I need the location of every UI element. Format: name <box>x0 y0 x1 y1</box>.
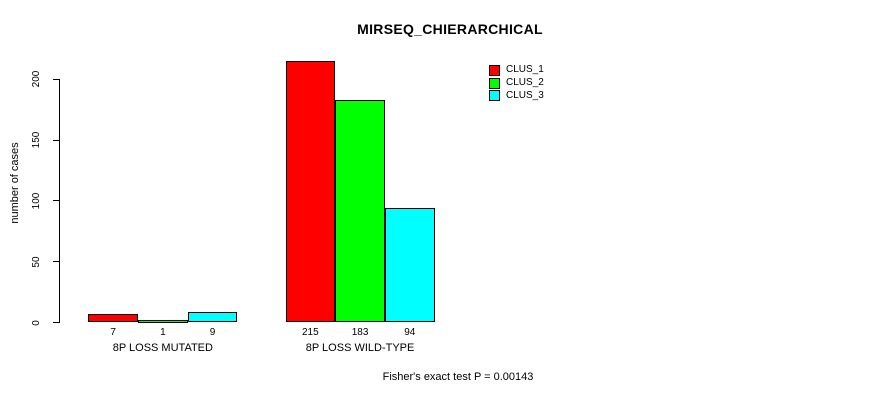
category-label: 8P LOSS WILD-TYPE <box>305 341 415 354</box>
y-axis-line <box>59 79 60 323</box>
bar-value-label: 215 <box>302 326 319 338</box>
bar-clus_2 <box>138 320 188 323</box>
y-tick <box>53 139 59 141</box>
legend-swatch-clus_1 <box>489 64 500 76</box>
y-tick-label: 0 <box>31 319 42 326</box>
bar-clus_3 <box>384 208 435 323</box>
category-label: 8P LOSS MUTATED <box>112 341 213 354</box>
legend-item: CLUS_2 <box>489 77 544 90</box>
y-tick <box>53 261 59 263</box>
y-tick <box>53 78 59 80</box>
legend-label: CLUS_2 <box>506 77 544 89</box>
bar-clus_3 <box>187 311 238 323</box>
bar-value-label: 1 <box>160 326 166 338</box>
legend-swatch-clus_3 <box>489 90 500 102</box>
legend-swatch-clus_2 <box>489 77 500 89</box>
y-tick-label: 200 <box>31 70 42 88</box>
y-tick-label: 150 <box>31 131 42 149</box>
legend-item: CLUS_3 <box>489 89 544 102</box>
bar-value-label: 7 <box>110 326 116 338</box>
legend-label: CLUS_1 <box>506 64 544 76</box>
legend: CLUS_1 CLUS_2 CLUS_3 <box>489 64 544 102</box>
y-tick <box>53 200 59 202</box>
bar-value-label: 183 <box>351 326 369 338</box>
caption: Fisher's exact test P = 0.00143 <box>382 371 534 383</box>
y-tick-label: 100 <box>31 192 42 210</box>
legend-label: CLUS_3 <box>506 89 544 101</box>
bar-value-label: 9 <box>209 326 216 338</box>
y-tick <box>53 322 59 323</box>
bar-value-label: 94 <box>404 326 416 338</box>
bar-clus_2 <box>335 99 385 323</box>
bar-clus_1 <box>285 61 336 323</box>
bar-clus_1 <box>88 313 138 323</box>
legend-item: CLUS_1 <box>489 64 544 77</box>
y-tick-label: 50 <box>31 256 42 268</box>
chart-title: MIRSEQ_CHIERARCHICAL <box>357 21 543 37</box>
